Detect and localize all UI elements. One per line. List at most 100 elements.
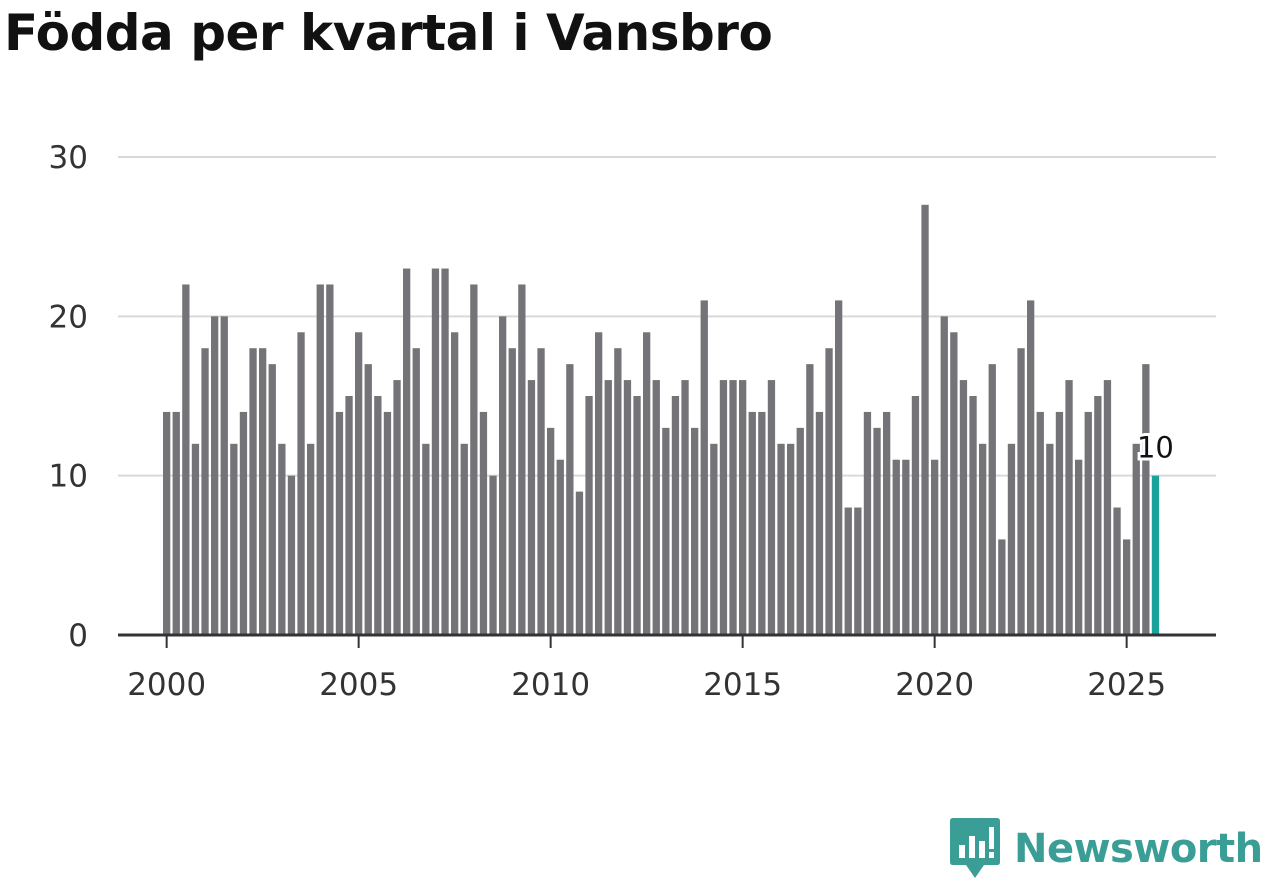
y-tick-label: 30 [49, 140, 88, 176]
bar [422, 443, 430, 635]
bar [556, 459, 564, 635]
bar [844, 507, 852, 635]
y-tick-label: 0 [68, 618, 88, 654]
x-tick-label: 2025 [1087, 667, 1166, 703]
bar [979, 443, 987, 635]
bar [191, 443, 200, 635]
bar [691, 427, 699, 635]
bar [499, 316, 507, 635]
bar [1055, 411, 1064, 635]
x-tick-label: 2015 [703, 667, 782, 703]
bar [700, 300, 708, 635]
bar [614, 348, 622, 635]
bar [470, 284, 478, 635]
bar [758, 411, 766, 635]
bar [316, 284, 324, 635]
bar [547, 427, 555, 635]
bar [585, 396, 593, 635]
bar [489, 475, 497, 635]
chart-title: Födda per kvartal i Vansbro [4, 4, 773, 62]
bar [1142, 364, 1150, 635]
bar [815, 411, 824, 635]
bar [988, 364, 996, 635]
bar [892, 459, 900, 635]
bar [959, 380, 968, 635]
bar [681, 380, 689, 635]
bar [633, 396, 641, 635]
bar [719, 380, 728, 635]
bar [345, 396, 353, 635]
bar [383, 411, 392, 635]
bar [595, 332, 603, 635]
bar [268, 364, 276, 635]
bar [739, 380, 747, 635]
bar [431, 268, 440, 635]
x-tick-label: 2005 [319, 667, 398, 703]
bar [364, 364, 372, 635]
bar [1132, 443, 1140, 635]
bar [777, 443, 785, 635]
bar [1027, 300, 1035, 635]
bar [950, 332, 958, 635]
bar [335, 411, 344, 635]
bar [374, 396, 382, 635]
bar [537, 348, 545, 635]
data-labels: 10 [1134, 428, 1177, 468]
bar [806, 364, 814, 635]
bar [710, 443, 718, 635]
gridlines [118, 156, 1216, 477]
bar [1123, 539, 1131, 635]
y-tick-label: 10 [49, 459, 88, 495]
bar [729, 380, 737, 635]
bar [604, 380, 612, 635]
bar [1113, 507, 1121, 635]
bar [854, 507, 862, 635]
bar [220, 316, 228, 635]
bar [326, 284, 334, 635]
x-tick-label: 2010 [511, 667, 590, 703]
bar [767, 380, 776, 635]
bar [393, 380, 401, 635]
bar [748, 411, 756, 635]
bar [998, 539, 1006, 635]
bar [508, 348, 516, 635]
bar [230, 443, 238, 635]
y-axis: 0 10 20 30 [49, 140, 88, 654]
bar [796, 427, 804, 635]
bar [835, 300, 843, 635]
bar [518, 284, 526, 635]
bar [355, 332, 363, 635]
bar [643, 332, 651, 635]
bar [403, 268, 411, 635]
bar [883, 411, 891, 635]
bar [623, 380, 632, 635]
bar [460, 443, 468, 635]
bar [527, 380, 536, 635]
bars [163, 204, 1160, 636]
bar [652, 380, 660, 635]
bar-latest [1151, 475, 1160, 635]
bar [307, 443, 315, 635]
bar [902, 459, 910, 635]
newsworthy-logo: Newsworthy [950, 818, 1262, 880]
bar [931, 459, 939, 635]
bar [287, 475, 296, 635]
x-tick-label: 2000 [127, 667, 206, 703]
bar [566, 364, 574, 635]
bar [1103, 380, 1112, 635]
x-axis: 2000 2005 2010 2015 2020 2025 [118, 633, 1216, 703]
newsworthy-logo-icon [950, 818, 1000, 878]
bar [441, 268, 449, 635]
bar [662, 427, 670, 635]
bar [863, 411, 872, 635]
bar [412, 348, 420, 635]
bar [479, 411, 488, 635]
bar [921, 204, 929, 636]
latest-value-label: 10 [1137, 431, 1174, 465]
brand-name: Newsworthy [1014, 826, 1262, 872]
bar [873, 427, 881, 635]
bar [1094, 396, 1102, 635]
x-tick-label: 2020 [895, 667, 974, 703]
bar [911, 396, 920, 635]
